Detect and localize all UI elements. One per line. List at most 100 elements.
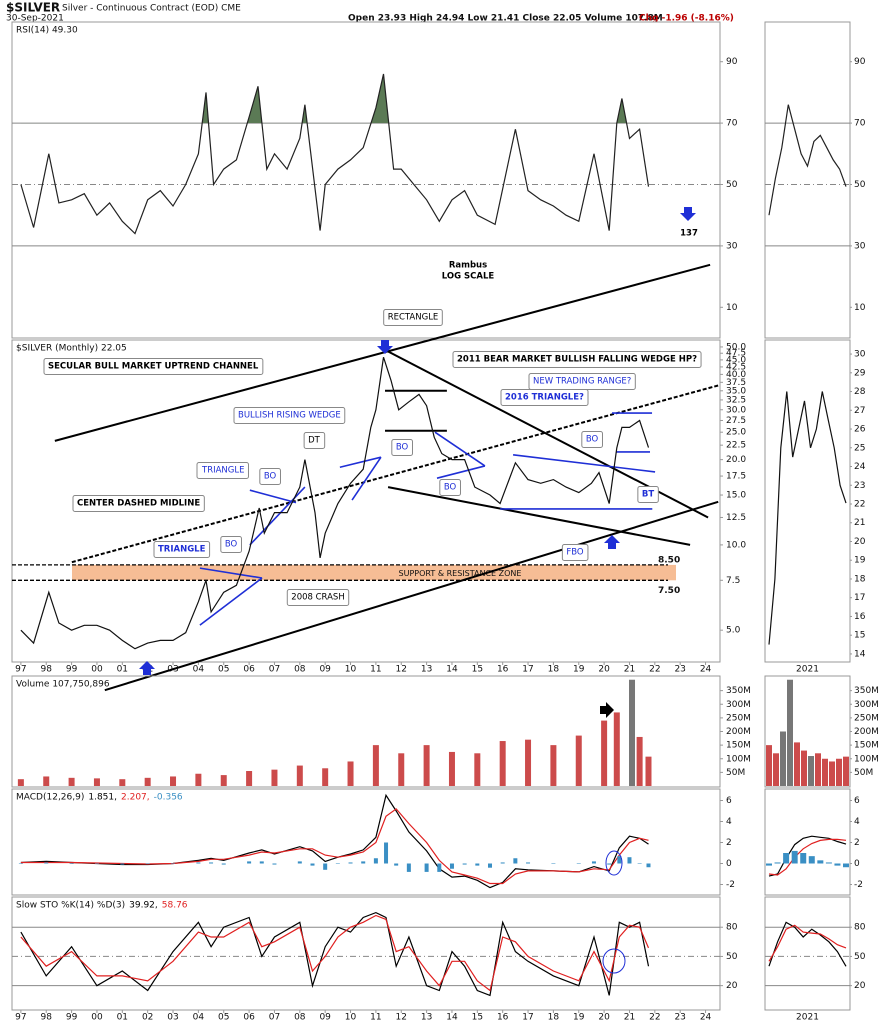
bar — [627, 857, 632, 864]
series-line — [20, 914, 650, 992]
y-tick-label: 42.5 — [726, 362, 746, 372]
zoom-y-tick-label: 28 — [854, 387, 866, 397]
y-tick-label: 300M — [726, 700, 751, 710]
x-tick-label: 20 — [598, 665, 610, 675]
annotation: BULLISH RISING WEDGE — [233, 407, 346, 424]
annotation-text: BO — [225, 540, 238, 550]
trendline — [351, 456, 382, 501]
trendline — [54, 263, 711, 442]
zoom-frame — [764, 21, 851, 339]
bar — [607, 863, 612, 865]
y-tick-label: 45.0 — [726, 355, 746, 365]
bar — [499, 741, 506, 786]
legend-entry: -0.356 — [154, 793, 183, 803]
annotation-text: 2011 BEAR MARKET BULLISH FALLING WEDGE H… — [457, 355, 697, 365]
zoom-bar — [787, 679, 793, 786]
y-tick-label: 150M — [726, 741, 751, 751]
bar — [119, 779, 126, 786]
annotation: BT — [637, 486, 659, 503]
annotation: TRIANGLE — [153, 541, 211, 558]
change: Chg -1.96 (-8.16%) — [639, 14, 734, 24]
bar — [398, 753, 405, 786]
bar — [347, 761, 354, 786]
panel-title: Volume 107,750,896 — [16, 680, 110, 690]
x-tick-label: 06 — [243, 1013, 255, 1023]
x-tick-label: 23 — [674, 1013, 685, 1023]
y-tick-label: 2 — [726, 838, 732, 848]
bar — [576, 863, 581, 864]
zoom-y-tick-label: 6 — [854, 796, 860, 806]
arrow — [377, 340, 393, 354]
annotation: DT — [303, 432, 326, 449]
bar — [474, 753, 481, 786]
annotation: 2016 TRIANGLE? — [500, 389, 589, 406]
zoom-y-tick-label: 250M — [854, 713, 879, 723]
x-tick-label: 05 — [218, 1013, 229, 1023]
y-tick-label: 0 — [726, 859, 732, 869]
zoom-bar — [808, 856, 815, 864]
bar — [171, 863, 176, 864]
zoom-line — [768, 391, 847, 645]
zoom-y-tick-label: 26 — [854, 425, 866, 435]
bar — [449, 863, 454, 869]
zoom-y-tick-label: 300M — [854, 700, 879, 710]
x-tick-label: 15 — [472, 665, 483, 675]
zoom-bar — [843, 863, 849, 868]
bar — [247, 861, 252, 864]
bar — [93, 778, 100, 786]
annotation: BO — [391, 439, 413, 456]
zoom-bar — [815, 753, 821, 786]
x-tick-label: 18 — [548, 1013, 560, 1023]
zoom-bar — [791, 850, 798, 864]
y-tick-label: 80 — [726, 923, 738, 933]
annotation: SECULAR BULL MARKET UPTREND CHANNEL — [43, 358, 264, 375]
y-tick-label: 70 — [726, 119, 738, 129]
bar — [373, 858, 378, 864]
y-tick-label: 10.0 — [726, 540, 746, 550]
zoom-bar — [829, 761, 835, 786]
instrument-name: Silver - Continuous Contract (EOD) CME — [62, 4, 241, 14]
zoom-frame — [764, 339, 851, 663]
zoom-y-tick-label: 18 — [854, 574, 866, 584]
bar — [43, 776, 50, 786]
zoom-line — [768, 924, 847, 962]
bar — [601, 720, 608, 786]
annotation-text: CENTER DASHED MIDLINE — [77, 499, 200, 509]
x-tick-label: 02 — [142, 1013, 153, 1023]
legend-entry: 39.92, — [129, 901, 158, 911]
zoom-y-tick-label: 22 — [854, 499, 865, 509]
bar — [297, 861, 302, 864]
x-tick-label: 00 — [91, 665, 103, 675]
zoom-bar — [801, 750, 807, 786]
x-tick-label: 99 — [66, 1013, 78, 1023]
y-tick-label: 15.0 — [726, 491, 746, 501]
annotation-box — [500, 389, 589, 406]
bar — [526, 862, 531, 864]
bar — [272, 863, 277, 865]
bar — [323, 863, 328, 870]
panel-title: MACD(12,26,9) — [16, 793, 84, 803]
bar — [629, 679, 636, 786]
bar — [406, 863, 411, 872]
zoom-bar — [783, 853, 790, 864]
x-tick-label: 10 — [345, 1013, 357, 1023]
annotation-text: 2008 CRASH — [291, 593, 344, 603]
zoom-y-tick-label: 15 — [854, 631, 865, 641]
bar — [322, 768, 329, 786]
annotation-text: BO — [586, 435, 599, 445]
x-tick-label: 97 — [15, 665, 26, 675]
y-tick-label: 5.0 — [726, 626, 741, 636]
zoom-y-tick-label: 70 — [854, 119, 866, 129]
x-tick-label: 05 — [218, 665, 229, 675]
x-tick-label: 08 — [294, 1013, 306, 1023]
level-label: 8.50 — [658, 555, 680, 565]
bar — [462, 863, 467, 865]
zoom-y-tick-label: 25 — [854, 443, 865, 453]
bar — [424, 863, 429, 872]
zoom-y-tick-label: 20 — [854, 981, 866, 991]
zoom-y-tick-label: 90 — [854, 57, 866, 67]
zoom-bar — [780, 731, 786, 786]
x-tick-label: 07 — [269, 1013, 280, 1023]
annotation-box — [286, 589, 350, 606]
